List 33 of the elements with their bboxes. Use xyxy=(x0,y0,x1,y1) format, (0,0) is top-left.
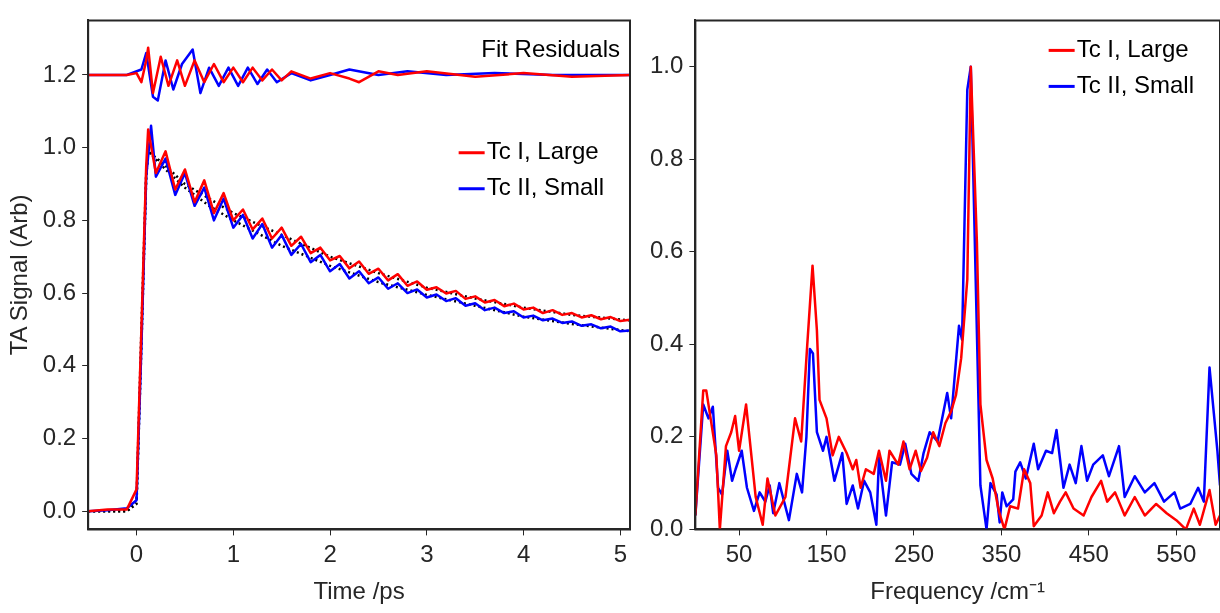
y-tick-label: 1.0 xyxy=(649,51,684,79)
annotation: Fit Residuals xyxy=(481,35,620,63)
y-tick-label: 0.4 xyxy=(42,350,77,378)
x-tick-label: 0 xyxy=(129,540,144,568)
y-tick-label: 0.2 xyxy=(649,421,684,449)
x-axis-title: Frequency /cm⁻¹ xyxy=(870,577,1046,605)
y-tick-label: 0.0 xyxy=(42,495,77,523)
y-tick-label: 1.0 xyxy=(42,132,77,160)
x-axis-title: Time /ps xyxy=(313,577,405,605)
x-tick-label: 50 xyxy=(725,540,753,568)
y-tick-label: 0.6 xyxy=(42,277,77,305)
legend-label: Tc I, Large xyxy=(1076,35,1189,63)
y-tick-label: 0.8 xyxy=(649,143,684,171)
legend-label: Tc II, Small xyxy=(486,173,605,201)
x-tick-label: 1 xyxy=(226,540,240,568)
x-tick-label: 150 xyxy=(806,540,847,568)
y-axis-title: TA Signal (Arb) xyxy=(5,194,33,356)
x-tick-label: 350 xyxy=(981,540,1022,568)
legend-label: Tc I, Large xyxy=(486,137,599,165)
x-tick-label: 250 xyxy=(893,540,934,568)
y-tick-label: 0.8 xyxy=(42,204,77,232)
x-tick-label: 3 xyxy=(420,540,434,568)
x-tick-label: 550 xyxy=(1156,540,1197,568)
x-tick-label: 2 xyxy=(323,540,337,568)
y-tick-label: 0.0 xyxy=(649,514,684,542)
y-tick-label: 0.4 xyxy=(649,328,684,356)
x-tick-label: 450 xyxy=(1068,540,1109,568)
legend-label: Tc II, Small xyxy=(1076,71,1195,99)
y-tick-label: 1.2 xyxy=(42,59,77,87)
x-tick-label: 5 xyxy=(613,540,627,568)
y-tick-label: 0.2 xyxy=(42,423,77,451)
y-tick-label: 0.6 xyxy=(649,236,684,264)
x-tick-label: 4 xyxy=(516,540,531,568)
